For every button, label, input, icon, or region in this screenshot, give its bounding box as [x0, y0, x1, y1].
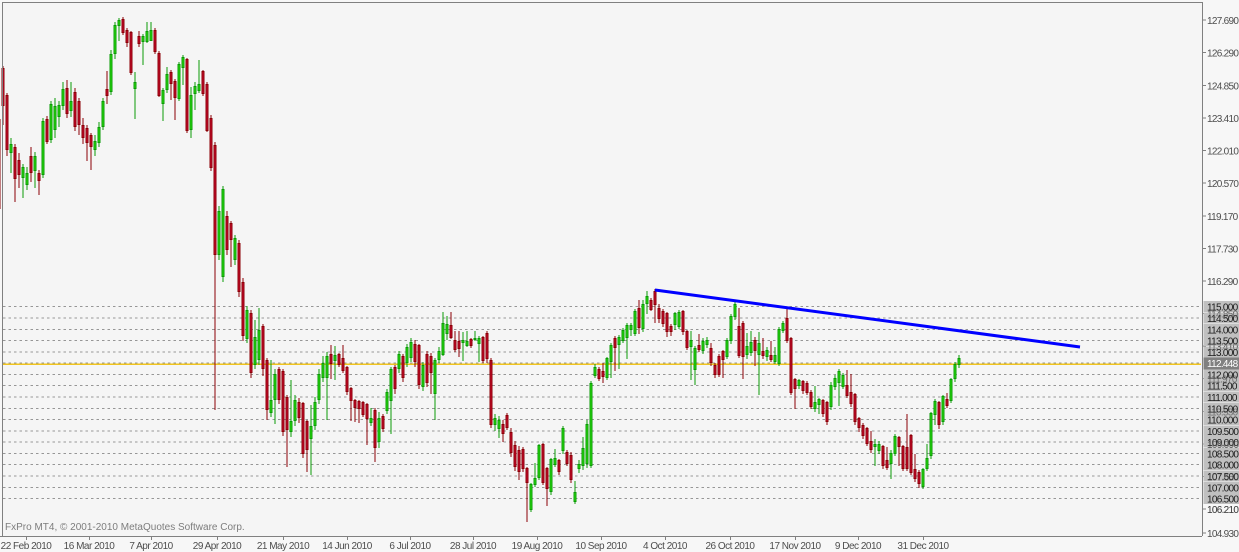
svg-text:9 Dec 2010: 9 Dec 2010 [835, 541, 882, 552]
svg-text:14 Jun 2010: 14 Jun 2010 [322, 541, 372, 552]
svg-text:21 May 2010: 21 May 2010 [257, 541, 310, 552]
svg-text:116.290: 116.290 [1207, 277, 1239, 288]
svg-text:108.000: 108.000 [1207, 461, 1239, 472]
svg-text:114.000: 114.000 [1207, 325, 1239, 336]
svg-text:112.000: 112.000 [1207, 371, 1239, 382]
svg-text:113.000: 113.000 [1207, 348, 1239, 359]
svg-text:26 Oct 2010: 26 Oct 2010 [706, 541, 756, 552]
svg-text:108.500: 108.500 [1207, 449, 1239, 460]
svg-text:123.410: 123.410 [1207, 114, 1239, 125]
svg-text:28 Jul 2010: 28 Jul 2010 [450, 541, 497, 552]
svg-text:110.000: 110.000 [1207, 416, 1239, 427]
svg-text:111.500: 111.500 [1207, 382, 1238, 393]
svg-text:7 Apr 2010: 7 Apr 2010 [129, 541, 173, 552]
svg-text:17 Nov 2010: 17 Nov 2010 [769, 541, 821, 552]
svg-text:106.210: 106.210 [1207, 505, 1239, 516]
svg-text:31 Dec 2010: 31 Dec 2010 [897, 541, 949, 552]
svg-text:FxPro MT4, © 2001-2010 MetaQuo: FxPro MT4, © 2001-2010 MetaQuotes Softwa… [5, 522, 245, 533]
svg-text:110.530: 110.530 [1207, 407, 1239, 418]
svg-text:111.000: 111.000 [1207, 393, 1238, 404]
svg-text:110.500: 110.500 [1207, 404, 1239, 415]
svg-text:112.448: 112.448 [1207, 359, 1239, 370]
svg-text:109.090: 109.090 [1207, 440, 1239, 451]
svg-text:6 Jul 2010: 6 Jul 2010 [389, 541, 431, 552]
svg-text:109.000: 109.000 [1207, 438, 1239, 449]
svg-text:107.500: 107.500 [1207, 472, 1239, 483]
svg-text:115.000: 115.000 [1207, 303, 1239, 314]
svg-text:113.410: 113.410 [1207, 342, 1239, 353]
svg-text:10 Sep 2010: 10 Sep 2010 [575, 541, 627, 552]
svg-text:104.930: 104.930 [1207, 529, 1239, 540]
svg-text:16 Mar 2010: 16 Mar 2010 [64, 541, 116, 552]
svg-text:114.850: 114.850 [1207, 310, 1239, 321]
svg-text:114.500: 114.500 [1207, 314, 1239, 325]
svg-text:122.010: 122.010 [1207, 147, 1239, 158]
svg-text:117.730: 117.730 [1207, 245, 1239, 256]
svg-text:111.970: 111.970 [1207, 375, 1238, 386]
svg-text:29 Apr 2010: 29 Apr 2010 [193, 541, 242, 552]
svg-text:126.290: 126.290 [1207, 49, 1239, 60]
svg-text:4 Oct 2010: 4 Oct 2010 [643, 541, 688, 552]
svg-text:106.500: 106.500 [1207, 495, 1239, 506]
svg-text:127.690: 127.690 [1207, 16, 1239, 27]
svg-text:107.650: 107.650 [1207, 472, 1239, 483]
svg-text:119.170: 119.170 [1207, 212, 1239, 223]
svg-text:106.210: 106.210 [1207, 505, 1239, 516]
svg-text:19 Aug 2010: 19 Aug 2010 [512, 541, 564, 552]
svg-text:120.570: 120.570 [1207, 179, 1239, 190]
svg-text:113.500: 113.500 [1207, 337, 1239, 348]
svg-text:22 Feb 2010: 22 Feb 2010 [1, 541, 53, 552]
svg-text:109.500: 109.500 [1207, 427, 1239, 438]
svg-text:107.000: 107.000 [1207, 483, 1239, 494]
svg-text:124.850: 124.850 [1207, 82, 1239, 93]
